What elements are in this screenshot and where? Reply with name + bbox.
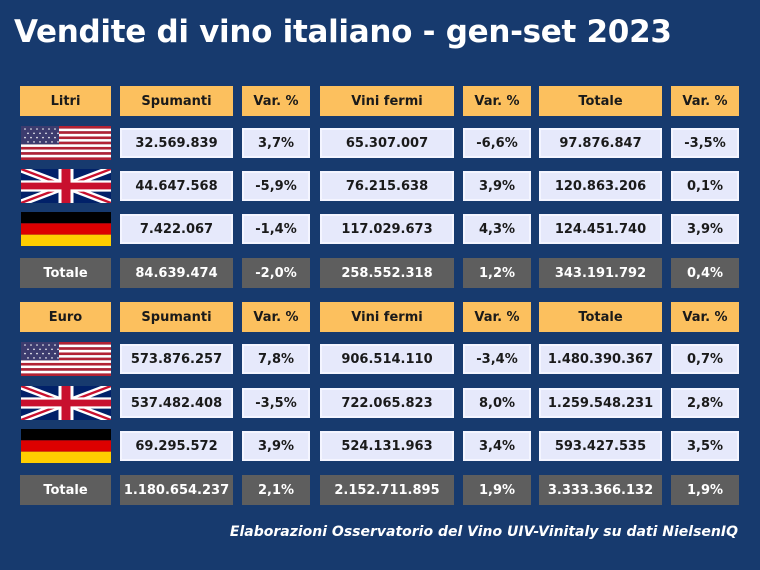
vini-fermi-var: -6,6% <box>463 128 531 158</box>
vini-fermi-value: 722.065.823 <box>320 388 454 418</box>
total-label: Totale <box>20 475 111 505</box>
total-label: Totale <box>20 258 111 288</box>
vini-fermi-var: 8,0% <box>463 388 531 418</box>
totale-var-header: Var. % <box>671 86 739 116</box>
total-vini-fermi-value: 2.152.711.895 <box>320 475 454 505</box>
vini-fermi-header: Vini fermi <box>320 86 454 116</box>
total-vini-fermi-value: 258.552.318 <box>320 258 454 288</box>
spumanti-var: 7,8% <box>242 344 310 374</box>
total-vini-fermi-var: 1,2% <box>463 258 531 288</box>
totale-var-header: Var. % <box>671 302 739 332</box>
totale-value: 593.427.535 <box>539 431 662 461</box>
spumanti-var: -1,4% <box>242 214 310 244</box>
vini-fermi-var: -3,4% <box>463 344 531 374</box>
total-totale-var: 1,9% <box>671 475 739 505</box>
uk-flag-icon <box>18 165 114 207</box>
vini-fermi-var: 3,4% <box>463 431 531 461</box>
source-note: Elaborazioni Osservatorio del Vino UIV-V… <box>229 524 738 540</box>
total-spumanti-value: 84.639.474 <box>120 258 233 288</box>
us-flag-icon <box>21 342 111 380</box>
total-totale-var: 0,4% <box>671 258 739 288</box>
us-flag-icon <box>21 126 111 164</box>
spumanti-var-header: Var. % <box>242 302 310 332</box>
unit-header: Litri <box>20 86 111 116</box>
total-totale-value: 343.191.792 <box>539 258 662 288</box>
totale-var: 0,1% <box>671 171 739 201</box>
spumanti-var: -3,5% <box>242 388 310 418</box>
total-totale-value: 3.333.366.132 <box>539 475 662 505</box>
unit-header: Euro <box>20 302 111 332</box>
vini-fermi-var: 3,9% <box>463 171 531 201</box>
totale-value: 124.451.740 <box>539 214 662 244</box>
total-vini-fermi-var: 1,9% <box>463 475 531 505</box>
spumanti-value: 573.876.257 <box>120 344 233 374</box>
spumanti-value: 7.422.067 <box>120 214 233 244</box>
vini-fermi-value: 524.131.963 <box>320 431 454 461</box>
total-spumanti-var: 2,1% <box>242 475 310 505</box>
vini-fermi-header: Vini fermi <box>320 302 454 332</box>
totale-header: Totale <box>539 86 662 116</box>
vini-fermi-value: 65.307.007 <box>320 128 454 158</box>
spumanti-var: -5,9% <box>242 171 310 201</box>
spumanti-var: 3,9% <box>242 431 310 461</box>
totale-value: 1.480.390.367 <box>539 344 662 374</box>
spumanti-var: 3,7% <box>242 128 310 158</box>
vini-fermi-value: 906.514.110 <box>320 344 454 374</box>
spumanti-value: 44.647.568 <box>120 171 233 201</box>
totale-var: 3,5% <box>671 431 739 461</box>
uk-flag-icon <box>18 382 114 424</box>
germany-flag-icon <box>21 429 111 467</box>
vini-fermi-var: 4,3% <box>463 214 531 244</box>
page-title: Vendite di vino italiano - gen-set 2023 <box>14 14 672 50</box>
totale-header: Totale <box>539 302 662 332</box>
totale-value: 1.259.548.231 <box>539 388 662 418</box>
totale-value: 120.863.206 <box>539 171 662 201</box>
totale-var: 0,7% <box>671 344 739 374</box>
spumanti-value: 32.569.839 <box>120 128 233 158</box>
vini-fermi-value: 117.029.673 <box>320 214 454 244</box>
spumanti-value: 69.295.572 <box>120 431 233 461</box>
spumanti-value: 537.482.408 <box>120 388 233 418</box>
totale-var: 2,8% <box>671 388 739 418</box>
total-spumanti-value: 1.180.654.237 <box>120 475 233 505</box>
totale-value: 97.876.847 <box>539 128 662 158</box>
vini-fermi-var-header: Var. % <box>463 86 531 116</box>
totale-var: -3,5% <box>671 128 739 158</box>
spumanti-var-header: Var. % <box>242 86 310 116</box>
spumanti-header: Spumanti <box>120 302 233 332</box>
spumanti-header: Spumanti <box>120 86 233 116</box>
vini-fermi-var-header: Var. % <box>463 302 531 332</box>
totale-var: 3,9% <box>671 214 739 244</box>
total-spumanti-var: -2,0% <box>242 258 310 288</box>
germany-flag-icon <box>21 212 111 250</box>
vini-fermi-value: 76.215.638 <box>320 171 454 201</box>
